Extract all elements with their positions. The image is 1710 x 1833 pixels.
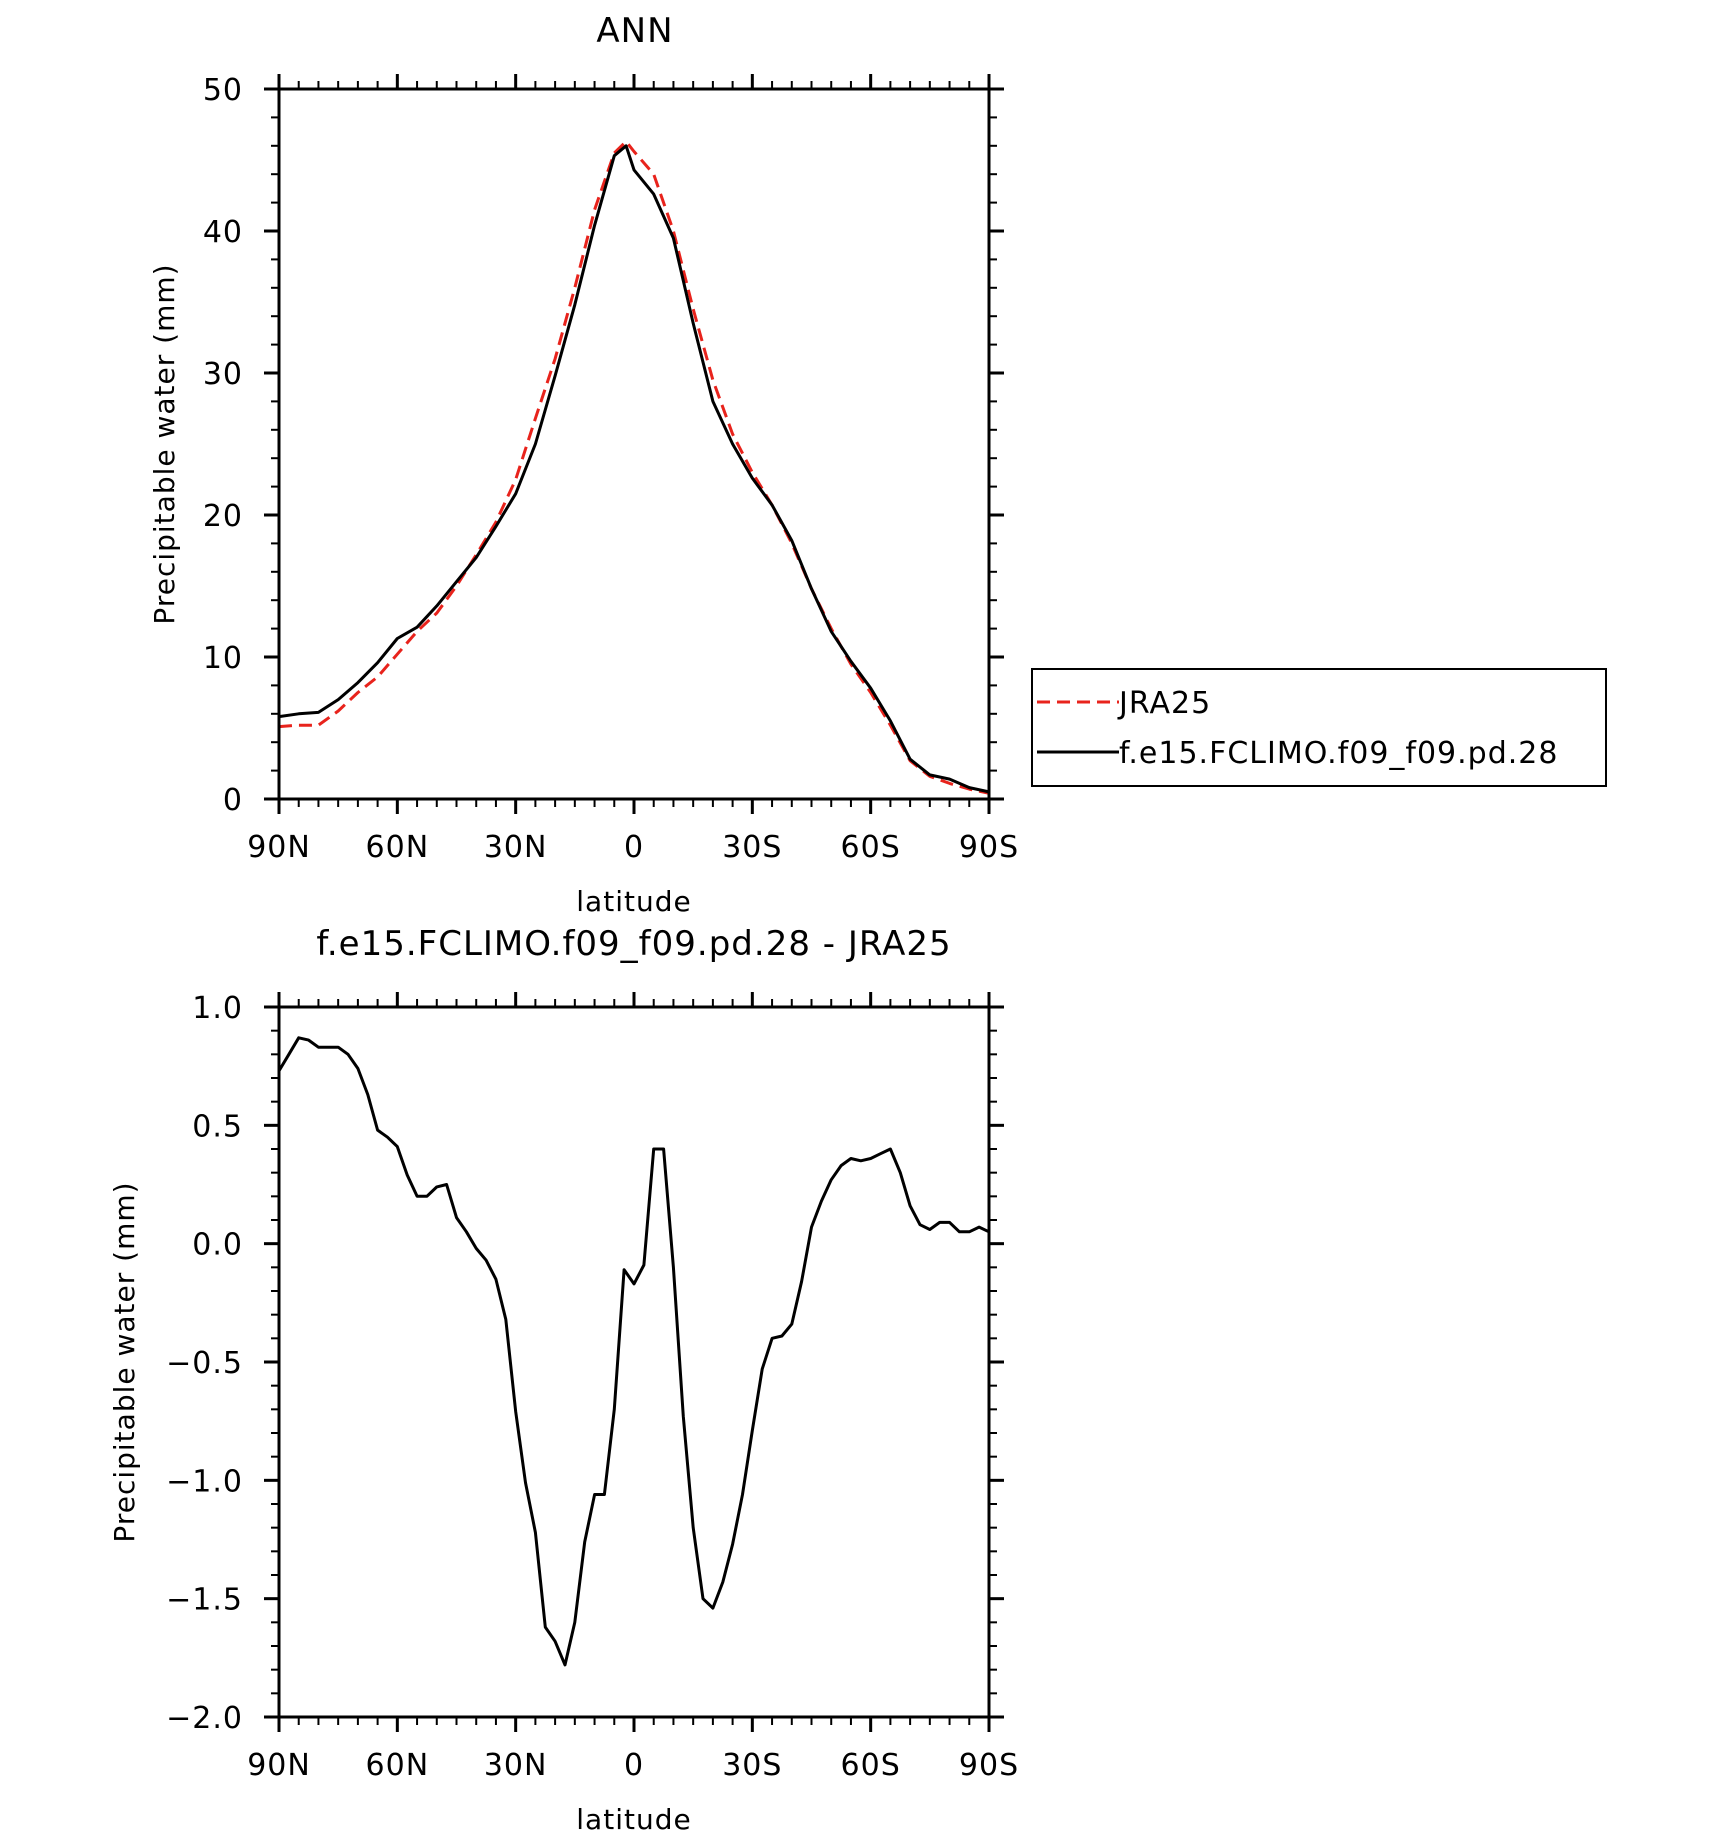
x-tick-label: 90S xyxy=(959,830,1019,865)
y-tick-label: 10 xyxy=(203,641,243,676)
legend-frame xyxy=(1031,668,1607,787)
panel1-frame xyxy=(277,87,991,801)
panel2-lines xyxy=(277,1036,990,1667)
y-tick-label: 0 xyxy=(223,783,243,818)
x-tick-label: 30N xyxy=(484,1748,548,1783)
x-tick-label: 60N xyxy=(366,830,430,865)
y-tick-label: −0.5 xyxy=(166,1346,243,1381)
x-tick-label: 0 xyxy=(624,1748,644,1783)
difference-panel: f.e15.FCLIMO.f09_f09.pd.28 - JRA25 90N 60… xyxy=(108,924,1019,1833)
x-tick-label: 90S xyxy=(959,1748,1019,1783)
x-tick-label: 60S xyxy=(841,830,901,865)
y-tick-label: 30 xyxy=(203,357,243,392)
panel1-tick-labels: 90N 60N 30N 0 30S 60S 90S 0 10 20 30 40 50 xyxy=(203,73,1019,865)
panel2-frame xyxy=(277,1005,991,1719)
x-tick-label: 90N xyxy=(247,830,311,865)
y-tick-label: 1.0 xyxy=(192,991,243,1026)
panel1-lines xyxy=(278,140,990,795)
y-tick-label: −1.5 xyxy=(166,1583,243,1618)
series-line-1-0 xyxy=(277,1036,990,1667)
panel1-ylabel: Precipitable water (mm) xyxy=(148,263,181,624)
panel2-ylabel: Precipitable water (mm) xyxy=(108,1181,141,1542)
x-tick-label: 30S xyxy=(722,830,782,865)
series-line-jra25 xyxy=(278,140,990,795)
panel2-title: f.e15.FCLIMO.f09_f09.pd.28 - JRA25 xyxy=(316,924,951,964)
series-line-f-e15-fclimo-f09-f09-pd-28 xyxy=(278,144,990,794)
panel2-xlabel: latitude xyxy=(576,1803,691,1833)
y-tick-label: 0.5 xyxy=(192,1109,243,1144)
panel2-tick-labels: 90N 60N 30N 0 30S 60S 90S 1.0 0.5 0.0 −0.5 −1.0 −1.5… xyxy=(166,991,1019,1783)
y-tick-label: 0.0 xyxy=(192,1228,243,1263)
y-tick-label: −1.0 xyxy=(166,1464,243,1499)
x-tick-label: 60N xyxy=(366,1748,430,1783)
x-tick-label: 30S xyxy=(722,1748,782,1783)
x-tick-label: 30N xyxy=(484,830,548,865)
x-tick-label: 0 xyxy=(624,830,644,865)
legend: JRA25 f.e15.FCLIMO.f09_f09.pd.28 xyxy=(1031,668,1607,787)
y-tick-label: 40 xyxy=(203,215,243,250)
y-tick-label: 50 xyxy=(203,73,243,108)
panel1-title: ANN xyxy=(596,11,673,51)
x-tick-label: 90N xyxy=(247,1748,311,1783)
y-tick-label: 20 xyxy=(203,499,243,534)
panel1-xlabel: latitude xyxy=(576,885,691,918)
y-tick-label: −2.0 xyxy=(166,1701,243,1736)
legend-label-model: f.e15.FCLIMO.f09_f09.pd.28 xyxy=(1119,736,1558,771)
mean-profile-panel: ANN 90N 60N 30N 0 30S 60S 90S 0 10 20 30 40 50 latit… xyxy=(148,11,1019,918)
legend-label-jra25: JRA25 xyxy=(1117,686,1211,721)
x-tick-label: 60S xyxy=(841,1748,901,1783)
